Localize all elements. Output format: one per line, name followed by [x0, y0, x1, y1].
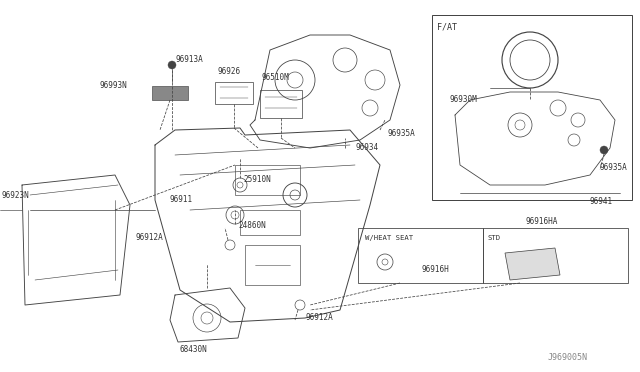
Text: W/HEAT SEAT: W/HEAT SEAT	[365, 235, 413, 241]
Text: 96510M: 96510M	[262, 74, 290, 83]
Bar	[432, 15, 632, 200]
Circle shape	[168, 61, 176, 69]
Text: 96941: 96941	[590, 198, 613, 206]
Bar	[483, 228, 628, 283]
Bar	[240, 210, 300, 235]
Text: 96934: 96934	[355, 144, 378, 153]
Text: 96913A: 96913A	[175, 55, 203, 64]
Polygon shape	[152, 86, 188, 100]
Text: 68430N: 68430N	[180, 346, 208, 355]
Text: 96930M: 96930M	[450, 96, 477, 105]
Text: 24860N: 24860N	[238, 221, 266, 230]
Text: 96923N: 96923N	[2, 190, 29, 199]
Text: 96935A: 96935A	[387, 128, 415, 138]
Text: J969005N: J969005N	[548, 353, 588, 362]
Text: 96912A: 96912A	[305, 314, 333, 323]
Bar	[245, 245, 300, 285]
Bar	[358, 228, 483, 283]
Text: 96916HA: 96916HA	[525, 218, 557, 227]
Text: 96993N: 96993N	[100, 80, 128, 90]
Text: F/AT: F/AT	[437, 22, 457, 32]
Text: 25910N: 25910N	[243, 176, 271, 185]
Bar	[260, 90, 302, 118]
Text: 96916H: 96916H	[422, 266, 450, 275]
Text: 96912A: 96912A	[135, 232, 163, 241]
Bar	[215, 82, 253, 104]
Polygon shape	[505, 248, 560, 280]
Bar	[235, 165, 300, 195]
Text: 96926: 96926	[218, 67, 241, 77]
Text: 96911: 96911	[170, 196, 193, 205]
Text: STD: STD	[488, 235, 501, 241]
Text: 96935A: 96935A	[600, 164, 628, 173]
Circle shape	[600, 146, 608, 154]
